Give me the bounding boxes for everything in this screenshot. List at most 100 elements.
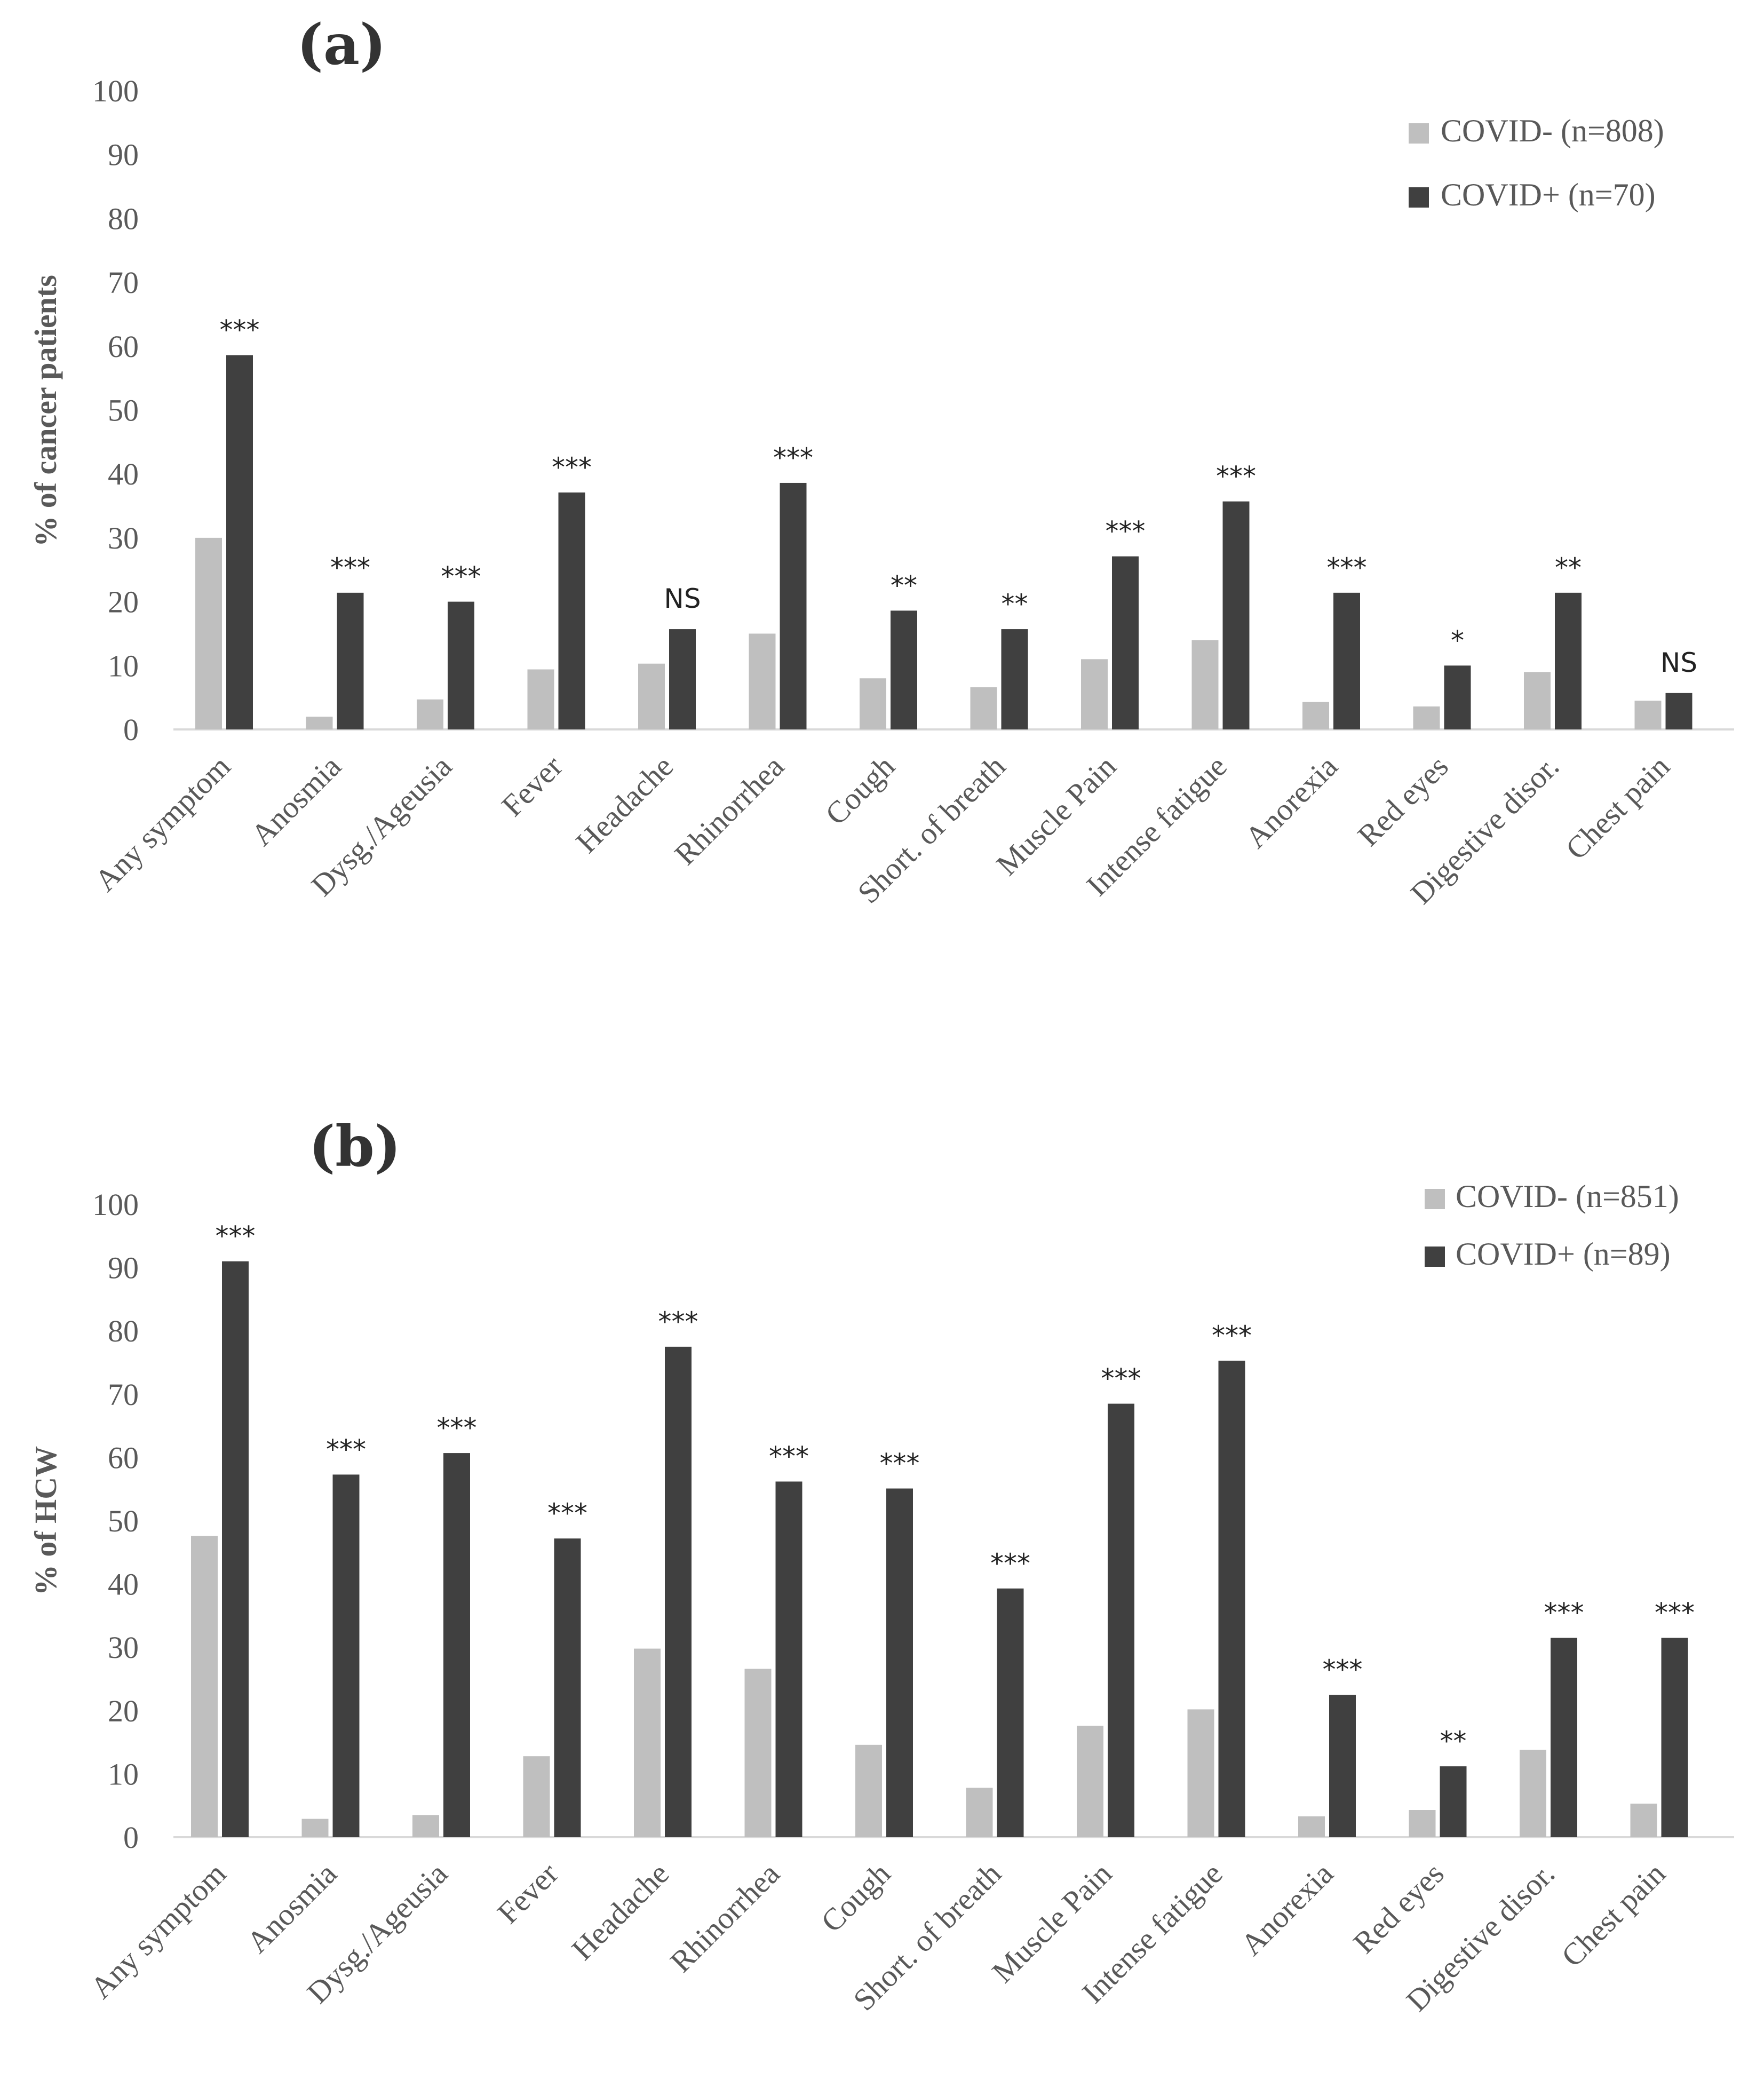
bar-covid-neg [1630, 1804, 1657, 1837]
y-tick-label: 0 [123, 712, 139, 747]
significance-marker: *** [1106, 516, 1146, 547]
bar-covid-pos [332, 1474, 360, 1837]
bar-covid-pos [886, 1488, 913, 1837]
bar-covid-neg [1081, 659, 1108, 729]
bar-covid-neg [527, 669, 554, 729]
significance-marker: ** [1440, 1726, 1467, 1757]
bar-covid-neg [860, 678, 886, 729]
y-tick-label: 50 [108, 393, 139, 428]
x-category-label: Any symptom [84, 1856, 233, 2005]
significance-marker: *** [220, 315, 260, 346]
bar-covid-neg [412, 1815, 439, 1837]
bar-covid-pos [558, 492, 585, 729]
bar-covid-pos [1665, 693, 1693, 729]
significance-marker: ** [1555, 552, 1582, 583]
legend-swatch-covid-pos [1425, 1247, 1445, 1267]
bar-covid-pos [669, 629, 696, 729]
y-tick-label: 30 [108, 1630, 139, 1665]
significance-marker: *** [990, 1548, 1030, 1579]
y-tick-label: 20 [108, 1694, 139, 1728]
y-tick-label: 10 [108, 1757, 139, 1791]
y-axis-label: % of HCW [28, 1446, 63, 1595]
bar-covid-neg [1520, 1750, 1546, 1837]
bar-covid-neg [634, 1648, 661, 1837]
bar-covid-neg [523, 1756, 550, 1837]
significance-marker: NS [664, 583, 701, 614]
bar-covid-pos [997, 1588, 1024, 1837]
bar-covid-pos [780, 482, 807, 729]
bar-covid-pos [1218, 1360, 1245, 1837]
y-axis-label: % of cancer patients [28, 275, 63, 547]
bar-covid-pos [226, 355, 253, 729]
bar-covid-pos [1440, 1766, 1467, 1837]
significance-marker: * [1451, 625, 1464, 656]
y-tick-label: 100 [92, 1187, 139, 1222]
x-category-label: Cough [819, 749, 901, 831]
chart-panel-b: (b) % of HCW 0 10 20 30 40 50 60 70 80 90 100 *** Any … [28, 1113, 1734, 2018]
bar-covid-pos [1333, 592, 1360, 729]
bar-covid-neg [306, 717, 333, 729]
significance-marker: *** [437, 1412, 477, 1443]
bar-covid-pos [1329, 1695, 1356, 1837]
legend-label-covid-neg: COVID- (n=808) [1441, 113, 1664, 148]
y-tick-label: 100 [92, 74, 139, 108]
legend-swatch-covid-neg [1425, 1189, 1445, 1209]
y-tick-label: 40 [108, 1567, 139, 1602]
y-tick-label: 80 [108, 201, 139, 236]
x-category-label: Chest pain [1559, 749, 1676, 866]
x-category-label: Anosmia [244, 749, 348, 852]
bar-covid-neg [966, 1788, 993, 1837]
bar-covid-pos [1112, 556, 1139, 729]
bar-covid-neg [301, 1819, 329, 1837]
significance-marker: *** [769, 1441, 809, 1472]
x-category-label: Chest pain [1554, 1856, 1672, 1973]
bar-covid-neg [1634, 701, 1662, 729]
x-category-label: Rhinorrhea [668, 749, 790, 871]
bar-covid-neg [1187, 1709, 1214, 1837]
bar-covid-neg [191, 1536, 218, 1837]
bar-covid-pos [337, 592, 364, 729]
x-category-label: Rhinorrhea [663, 1856, 786, 1979]
bar-covid-pos [775, 1481, 802, 1837]
y-tick-label: 70 [108, 265, 139, 300]
significance-marker: *** [216, 1221, 256, 1252]
bar-covid-neg [1302, 702, 1329, 729]
x-category-label: Fever [490, 1856, 565, 1930]
y-tick-label: 30 [108, 521, 139, 555]
significance-marker: *** [1216, 461, 1256, 492]
bar-covid-neg [1409, 1810, 1436, 1837]
bar-covid-neg [744, 1669, 772, 1837]
significance-marker: *** [1101, 1363, 1141, 1394]
legend-label-covid-pos: COVID+ (n=70) [1441, 177, 1656, 212]
bar-covid-neg [749, 633, 776, 729]
x-category-label: Anorexia [1238, 749, 1345, 855]
x-category-label: Headache [565, 1856, 676, 1967]
bar-covid-neg [1524, 672, 1551, 729]
legend-label-covid-neg: COVID- (n=851) [1456, 1179, 1679, 1214]
significance-marker: *** [547, 1498, 587, 1529]
bar-covid-pos [443, 1453, 470, 1837]
bar-covid-pos [1001, 629, 1028, 729]
legend-swatch-covid-neg [1409, 123, 1429, 144]
bar-covid-pos [665, 1346, 692, 1837]
bar-covid-neg [855, 1744, 882, 1837]
y-tick-label: 10 [108, 648, 139, 683]
significance-marker: *** [330, 552, 370, 583]
bar-covid-neg [417, 699, 443, 729]
x-category-label: Anosmia [240, 1856, 344, 1959]
x-category-label: Red eyes [1351, 749, 1455, 853]
bar-covid-pos [1108, 1403, 1134, 1837]
significance-marker: *** [441, 561, 481, 592]
bar-covid-pos [1555, 592, 1582, 729]
bar-covid-pos [1551, 1638, 1577, 1837]
x-category-label: Red eyes [1347, 1856, 1451, 1960]
panel-label: (b) [309, 1113, 401, 1179]
x-category-label: Headache [569, 749, 680, 860]
x-category-label: Fever [495, 749, 569, 823]
bar-covid-pos [1444, 665, 1471, 729]
bar-covid-neg [970, 687, 997, 729]
bar-covid-pos [1661, 1638, 1688, 1837]
x-category-label: Cough [814, 1856, 897, 1939]
chart-panel-a: (a) % of cancer patients 0 10 20 30 40 50 60 70 80… [28, 11, 1734, 911]
